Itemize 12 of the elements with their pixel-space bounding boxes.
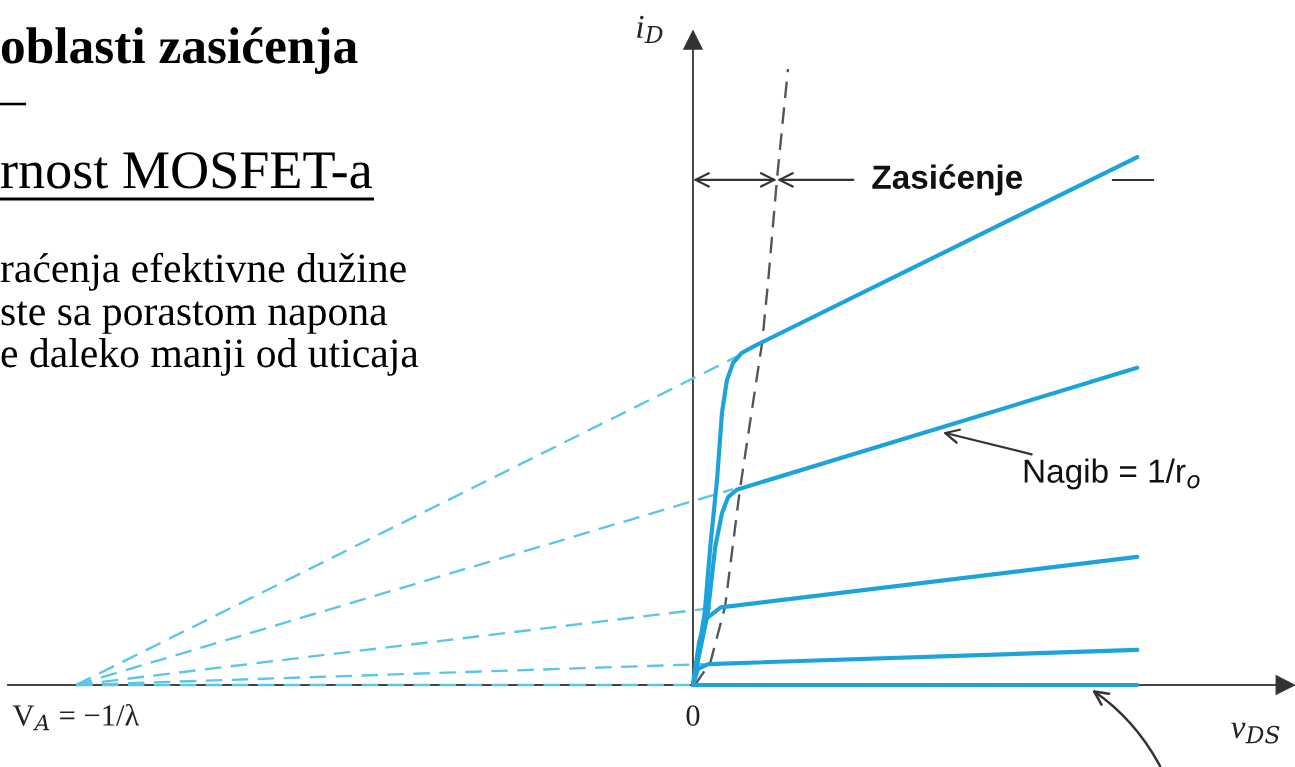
annotation: ste sa porastom napona [1,301,388,334]
annotation: e daleko manji od uticaja [1,338,419,376]
chart-title: oblasti zasićenja [1,27,358,74]
annotation: raćenja efektivne dužine [0,252,406,291]
text: rnost MOSFET-a [1,152,372,189]
annotation: – [0,102,27,106]
annotation: Zasićenje [872,164,1023,196]
x-axis-title: v$_{DS}$ [1231,722,1280,744]
y-axis-title: i$_{D}$ [637,15,663,43]
x-tick-label: 0 [686,705,700,726]
annotation: Nagib = 1/r$_{o}$ [1024,458,1200,490]
x-tick-label: V$_{A}$ = −1/λ [12,703,140,731]
